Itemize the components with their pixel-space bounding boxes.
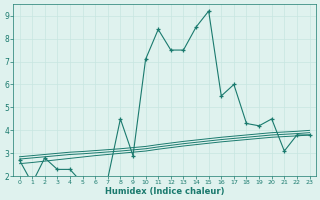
X-axis label: Humidex (Indice chaleur): Humidex (Indice chaleur) — [105, 187, 224, 196]
